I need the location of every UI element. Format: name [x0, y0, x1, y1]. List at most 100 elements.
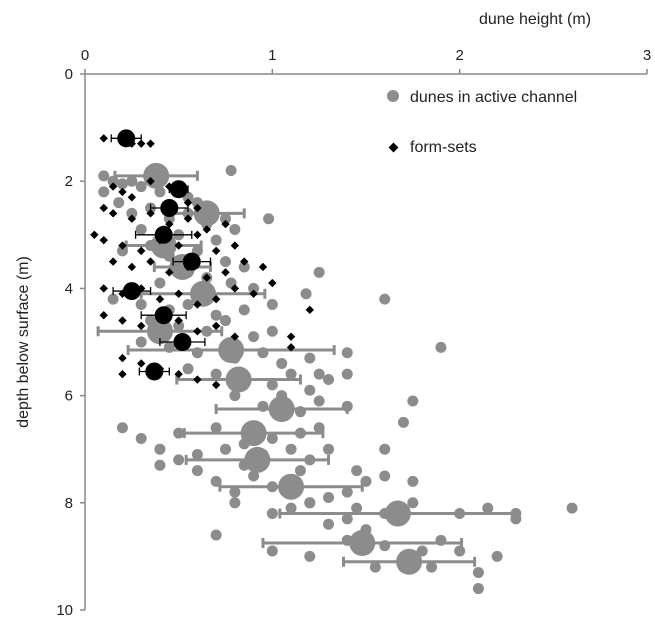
dune-point [126, 175, 138, 187]
form-set-point [305, 305, 314, 315]
dune-average-point [143, 162, 170, 189]
form-set-average-point [117, 129, 136, 148]
form-set-point [230, 332, 240, 341]
dune-point [229, 390, 241, 402]
dune-point [341, 368, 353, 380]
series-dune-averages [96, 162, 518, 575]
dune-point [116, 422, 128, 434]
dune-point [220, 443, 231, 455]
form-set-average-point [173, 333, 192, 351]
form-set-point [202, 225, 211, 234]
dune-point [113, 197, 125, 209]
form-set-point [193, 300, 202, 309]
dune-point [482, 502, 494, 514]
dune-point [135, 298, 147, 310]
dune-point [210, 422, 222, 434]
dune-point [266, 298, 278, 310]
form-set-average-point [169, 180, 188, 199]
dune-point [323, 443, 335, 455]
legend-marker-dunes [387, 90, 399, 102]
dune-point [220, 256, 231, 268]
dune-point [210, 234, 222, 246]
legend-label-form-sets: form-sets [410, 139, 477, 156]
dune-average-point [268, 396, 295, 422]
dune-average-point [240, 420, 267, 447]
dune-point [304, 384, 316, 396]
form-set-point [230, 284, 240, 293]
form-set-point [127, 193, 137, 202]
y-tick-label: 8 [65, 495, 73, 512]
dune-point [294, 465, 306, 477]
y-axis-title: depth below surface (m) [15, 256, 32, 428]
dune-point [173, 454, 185, 466]
form-set-point [258, 262, 268, 272]
dune-point [407, 475, 419, 487]
dune-average-point [278, 473, 305, 500]
dune-point [229, 497, 241, 509]
form-set-point [137, 321, 146, 331]
form-set-point [99, 235, 108, 245]
dune-point [285, 443, 297, 455]
form-set-point [137, 246, 146, 256]
x-tick-label: 3 [643, 47, 651, 64]
dune-point [276, 357, 288, 369]
form-set-point [174, 369, 183, 379]
form-set-point [118, 316, 127, 325]
dune-point [154, 459, 166, 471]
form-set-point [174, 289, 183, 298]
form-set-point [193, 203, 202, 213]
dune-point [225, 164, 237, 176]
x-tick-label: 2 [455, 47, 463, 64]
dune-point [191, 465, 203, 477]
dune-point [266, 508, 278, 520]
dune-point [116, 178, 128, 190]
x-tick-label: 1 [268, 47, 276, 64]
form-set-point [165, 268, 174, 277]
dune-point [182, 298, 194, 310]
dune-point [248, 282, 260, 294]
dune-point [135, 223, 147, 235]
form-set-point [193, 327, 202, 336]
form-set-point [193, 230, 202, 239]
dune-point [238, 261, 250, 273]
dune-point [323, 374, 335, 386]
form-set-point [211, 294, 221, 304]
form-set-point [108, 182, 118, 191]
form-set-point [183, 198, 193, 207]
dune-point [379, 293, 391, 305]
dune-point [313, 368, 325, 380]
form-set-point [118, 353, 127, 363]
dune-point [491, 550, 503, 562]
form-set-point [286, 332, 296, 341]
dune-average-point [349, 530, 376, 556]
form-set-average-point [154, 306, 173, 325]
form-set-point [99, 203, 108, 213]
y-tick-label: 10 [56, 602, 73, 619]
dune-point [341, 347, 353, 359]
dune-point [266, 432, 278, 444]
dune-point [397, 416, 409, 428]
form-set-point [174, 241, 183, 250]
dune-point [154, 443, 166, 455]
y-tick-label: 4 [65, 280, 73, 297]
dune-point [416, 545, 428, 557]
dune-point [323, 518, 335, 530]
dune-average-point [146, 318, 173, 345]
form-set-point [137, 359, 146, 368]
dune-point [229, 223, 241, 235]
dune-point [379, 470, 391, 482]
form-set-average-point [145, 362, 164, 381]
series-form-set-averages [110, 129, 212, 381]
form-set-point [165, 219, 174, 229]
dune-point [285, 368, 297, 380]
form-set-point [99, 311, 108, 320]
form-set-point [108, 209, 118, 218]
y-ticks: 0 2 4 6 8 10 [56, 66, 85, 619]
form-set-point [249, 289, 258, 298]
form-set-point [193, 375, 202, 384]
form-set-point [127, 214, 137, 223]
dune-average-point [244, 446, 271, 473]
form-set-point [268, 278, 277, 288]
dune-point [210, 309, 222, 321]
